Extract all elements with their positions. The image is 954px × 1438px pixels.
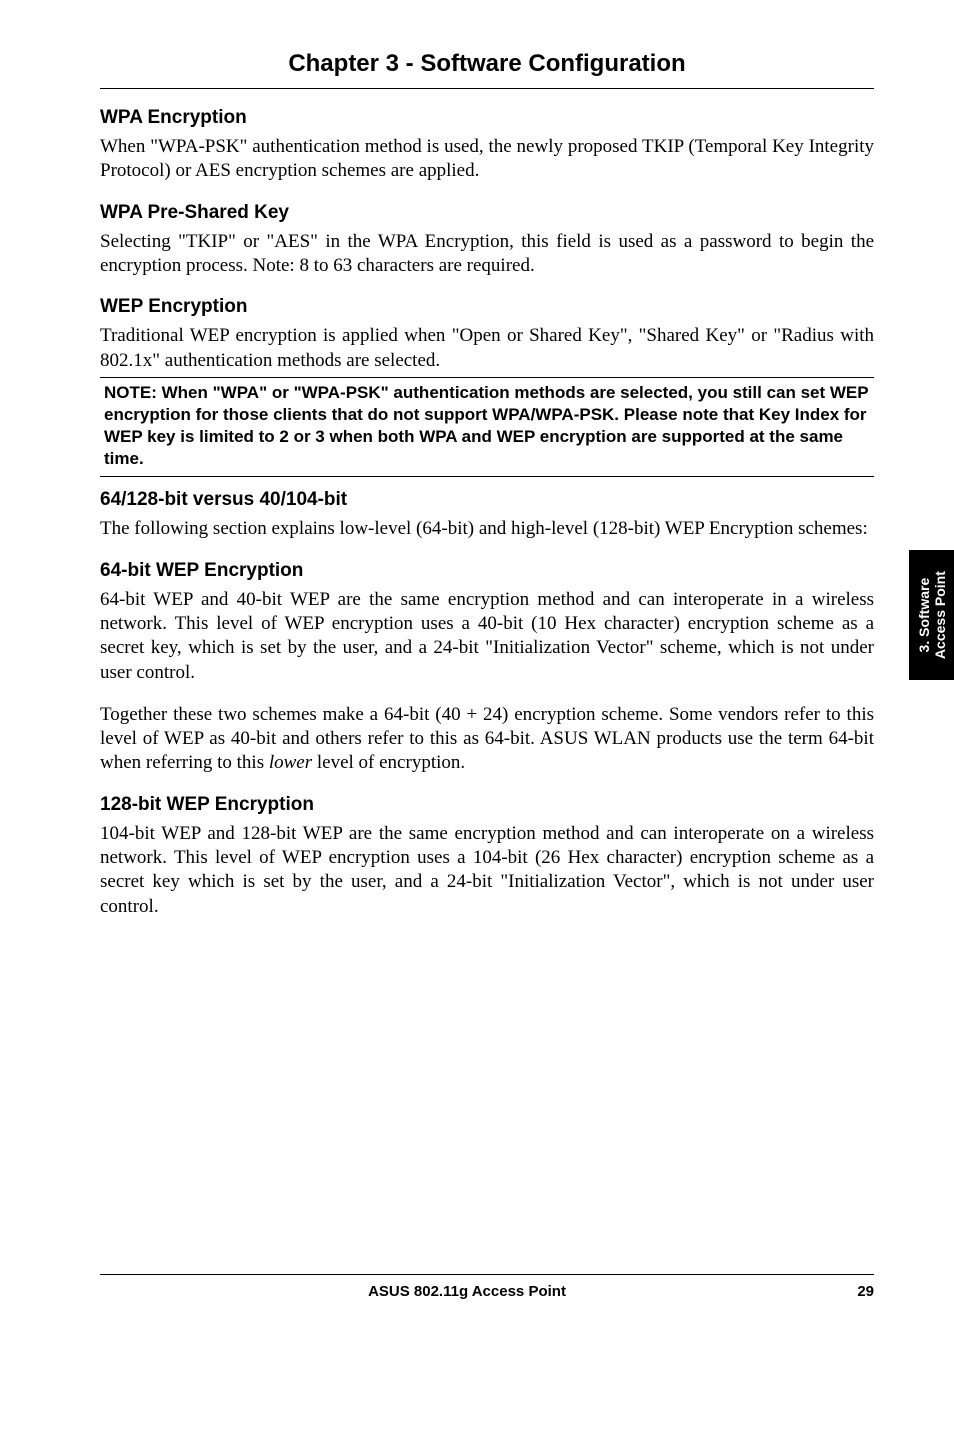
heading-wep-encryption: WEP Encryption [100, 296, 874, 318]
heading-wpa-psk: WPA Pre-Shared Key [100, 202, 874, 224]
body-wep64-1: 64-bit WEP and 40-bit WEP are the same e… [100, 588, 874, 685]
side-tab: 3. Software Access Point [909, 550, 954, 680]
side-tab-line2: Access Point [932, 571, 948, 659]
side-tab-line1: 3. Software [915, 578, 931, 653]
heading-wep128: 128-bit WEP Encryption [100, 794, 874, 816]
heading-versus: 64/128-bit versus 40/104-bit [100, 489, 874, 511]
note-label: NOTE: [104, 383, 157, 402]
heading-wep64: 64-bit WEP Encryption [100, 560, 874, 582]
body-wep128: 104-bit WEP and 128-bit WEP are the same… [100, 822, 874, 919]
body-wep-encryption: Traditional WEP encryption is applied wh… [100, 324, 874, 373]
body-wep64-2: Together these two schemes make a 64-bit… [100, 703, 874, 776]
body-versus: The following section explains low-level… [100, 517, 874, 541]
body-wpa-psk: Selecting "TKIP" or "AES" in the WPA Enc… [100, 230, 874, 279]
footer-center-text: ASUS 802.11g Access Point [100, 1283, 834, 1300]
note-block: NOTE: When "WPA" or "WPA-PSK" authentica… [100, 378, 874, 477]
body-wep64-2-italic: lower [269, 752, 312, 773]
note-text: When "WPA" or "WPA-PSK" authentication m… [104, 383, 868, 468]
divider [100, 88, 874, 89]
footer: ASUS 802.11g Access Point 29 [100, 1274, 874, 1300]
heading-wpa-encryption: WPA Encryption [100, 107, 874, 129]
body-wep64-2-pre: Together these two schemes make a 64-bit… [100, 704, 874, 774]
side-tab-text: 3. Software Access Point [915, 571, 947, 659]
body-wep64-2-post: level of encryption. [312, 752, 465, 773]
footer-page-number: 29 [834, 1283, 874, 1300]
body-wpa-encryption: When "WPA-PSK" authentication method is … [100, 135, 874, 184]
chapter-title: Chapter 3 - Software Configuration [100, 50, 874, 78]
